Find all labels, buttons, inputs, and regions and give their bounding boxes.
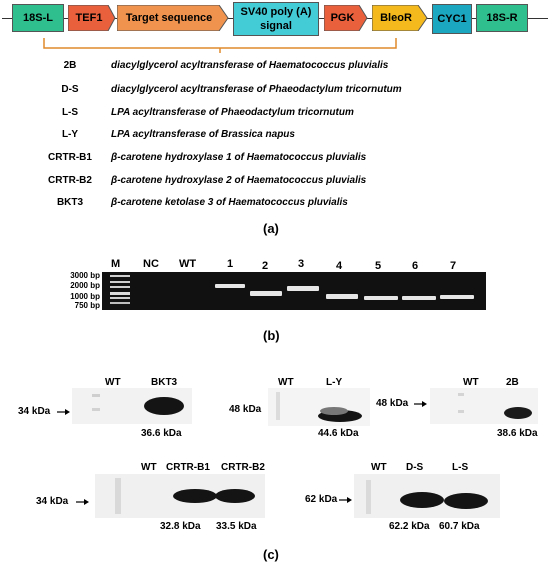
- marker-arrow-icon: [57, 409, 70, 415]
- gene-desc: diacylglycerol acyltransferase of Haemat…: [111, 60, 389, 71]
- marker-arrow-icon: [339, 497, 352, 503]
- blot-size-label: 60.7 kDa: [439, 521, 480, 532]
- construct-18s-l: 18S-L: [12, 4, 64, 32]
- marker-arrow-icon: [414, 401, 427, 407]
- blot-marker-label: 48 kDa: [229, 404, 262, 415]
- gene-code: BKT3: [56, 197, 84, 208]
- blot-size-label: 38.6 kDa: [497, 428, 538, 439]
- blot-size-label: 62.2 kDa: [389, 521, 430, 532]
- panel-label-b: (b): [263, 328, 280, 343]
- marker-arrow-icon: [76, 499, 89, 505]
- gel-lane-label: 7: [450, 260, 457, 272]
- blot-marker-label: 34 kDa: [36, 496, 69, 507]
- gene-code: CRTR-B1: [48, 152, 92, 163]
- gel-lane-label: 5: [375, 260, 382, 272]
- construct-bleor-arrow: [372, 5, 428, 31]
- blot-image: [268, 388, 370, 426]
- blot-image: [72, 388, 192, 424]
- blot-wt-label: WT: [278, 377, 294, 388]
- gene-code: D-S: [61, 84, 79, 95]
- panel-label-a: (a): [263, 221, 279, 236]
- blot-size-label: 32.8 kDa: [160, 521, 201, 532]
- construct-bleor-label: BleoR: [380, 12, 412, 24]
- blot-wt-label: WT: [105, 377, 121, 388]
- blot-lane-label: L-S: [452, 462, 469, 473]
- gene-code: L-Y: [61, 129, 79, 140]
- blot-size-label: 33.5 kDa: [216, 521, 257, 532]
- gel-lane-label: M: [111, 258, 121, 270]
- gene-desc: β-carotene ketolase 3 of Haematococcus p…: [111, 197, 348, 208]
- construct-sv40-box: SV40 poly (A) signal: [233, 2, 319, 36]
- gene-desc: LPA acyltransferase of Phaeodactylum tri…: [111, 107, 354, 118]
- blot-image: [95, 474, 265, 518]
- gene-desc: LPA acyltransferase of Brassica napus: [111, 129, 295, 140]
- gel-lane-label: 4: [336, 260, 343, 272]
- blot-wt-label: WT: [463, 377, 479, 388]
- construct-target-arrow: [117, 5, 229, 31]
- blot-size-label: 44.6 kDa: [318, 428, 359, 439]
- blot-lane-label: CRTR-B1: [166, 462, 210, 473]
- blot-lane-label: L-Y: [326, 377, 343, 388]
- panel-label-c: (c): [263, 547, 279, 562]
- gene-code: 2B: [63, 60, 77, 71]
- construct-pgk-arrow: [324, 5, 368, 31]
- construct-cyc1: CYC1: [432, 4, 472, 34]
- construct-bracket: [43, 38, 397, 53]
- gene-desc: diacylglycerol acyltransferase of Phaeod…: [111, 84, 402, 95]
- construct-tef1-label: TEF1: [75, 12, 103, 24]
- gel-lane-label: WT: [179, 258, 197, 270]
- ladder-label: 3000 bp: [70, 271, 100, 280]
- gene-code: L-S: [61, 107, 79, 118]
- blot-wt-label: WT: [371, 462, 387, 473]
- blot-lane-label: 2B: [506, 377, 519, 388]
- blot-marker-label: 48 kDa: [376, 398, 409, 409]
- blot-marker-label: 34 kDa: [18, 406, 51, 417]
- blot-lane-label: CRTR-B2: [221, 462, 265, 473]
- ladder-label: 750 bp: [74, 301, 100, 310]
- construct-pgk-label: PGK: [330, 12, 355, 24]
- gel-lane-label: NC: [143, 258, 159, 270]
- gene-code: CRTR-B2: [48, 175, 92, 186]
- gel-lane-label: 2: [262, 260, 269, 272]
- construct-target-label: Target sequence: [125, 12, 213, 24]
- blot-lane-label: D-S: [406, 462, 424, 473]
- blot-marker-label: 62 kDa: [305, 494, 338, 505]
- gel-lane-label: 6: [412, 260, 419, 272]
- construct-sv40-line2: signal: [260, 19, 292, 32]
- ladder-label: 1000 bp: [70, 292, 100, 301]
- gel-image: [102, 272, 486, 310]
- ladder-label: 2000 bp: [70, 281, 100, 290]
- blot-image: [354, 474, 500, 518]
- gel-lane-label: 3: [298, 258, 305, 270]
- blot-size-label: 36.6 kDa: [141, 428, 182, 439]
- construct-tef1-arrow: [68, 5, 116, 31]
- blot-lane-label: BKT3: [151, 377, 178, 388]
- construct-18s-r: 18S-R: [476, 4, 528, 32]
- gene-desc: β-carotene hydroxylase 1 of Haematococcu…: [111, 152, 367, 163]
- gene-desc: β-carotene hydroxylase 2 of Haematococcu…: [111, 175, 367, 186]
- gel-lane-label: 1: [227, 258, 234, 270]
- construct-sv40-line1: SV40 poly (A): [240, 5, 312, 18]
- blot-wt-label: WT: [141, 462, 157, 473]
- blot-image: [430, 388, 538, 424]
